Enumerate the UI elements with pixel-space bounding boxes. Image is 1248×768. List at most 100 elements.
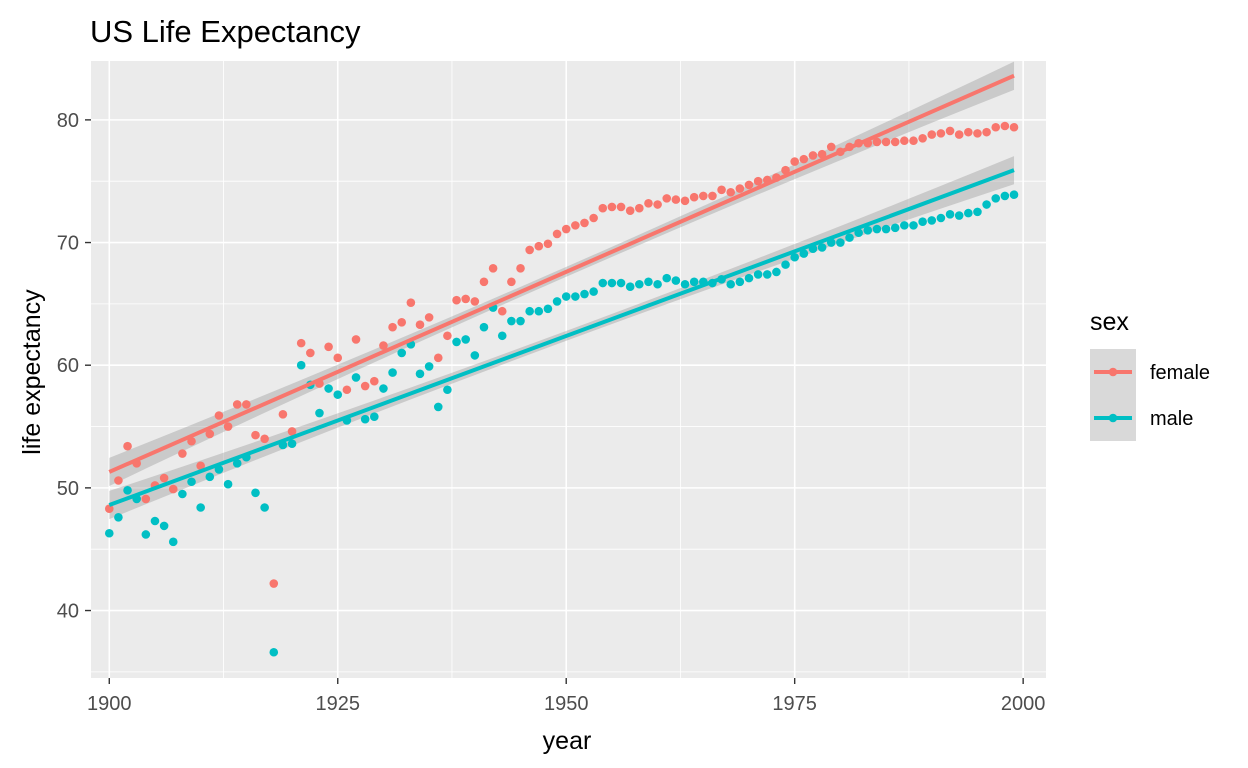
point-female: [287, 427, 297, 436]
point-female: [635, 203, 644, 213]
point-male: [433, 402, 443, 412]
point-male: [571, 292, 580, 301]
point-female: [306, 348, 315, 358]
point-female: [726, 187, 736, 197]
point-female: [973, 129, 982, 138]
y-tick-label: 50: [57, 478, 79, 500]
point-male: [781, 260, 790, 269]
x-axis-title: year: [543, 727, 592, 755]
point-male: [232, 459, 242, 468]
point-female: [251, 430, 260, 440]
point-male: [260, 503, 269, 512]
point-male: [196, 503, 205, 512]
y-tick-label: 60: [57, 355, 79, 377]
point-male: [443, 385, 452, 395]
point-female: [324, 342, 333, 352]
y-axis: 40 50 60 70 80: [57, 110, 91, 623]
point-male: [607, 278, 617, 288]
x-tick-label: 1900: [87, 693, 132, 715]
point-female: [443, 331, 452, 341]
point-male: [123, 486, 132, 495]
legend-label-male: male: [1150, 408, 1193, 430]
point-female: [744, 180, 754, 190]
point-female: [141, 494, 151, 504]
point-female: [1000, 121, 1010, 131]
point-male: [351, 373, 361, 382]
point-male: [689, 277, 699, 287]
point-male: [141, 530, 151, 539]
point-female: [909, 136, 918, 146]
panel-background: [91, 61, 1046, 678]
point-female: [689, 192, 699, 202]
point-female: [717, 185, 726, 195]
point-male: [296, 360, 306, 370]
point-male: [890, 223, 900, 233]
legend-point-female: [1108, 367, 1118, 377]
point-female: [662, 194, 672, 203]
point-female: [351, 335, 361, 344]
point-male: [616, 278, 626, 288]
point-female: [945, 126, 955, 136]
point-male: [881, 224, 891, 234]
x-tick-label: 1925: [315, 693, 360, 715]
point-male: [379, 384, 388, 393]
x-tick-label: 1950: [544, 693, 589, 715]
point-female: [900, 136, 909, 146]
x-tick-label: 1975: [772, 693, 817, 715]
point-female: [260, 434, 269, 444]
point-male: [635, 279, 644, 289]
point-female: [525, 245, 534, 255]
point-female: [424, 313, 434, 322]
point-male: [187, 477, 196, 487]
point-male: [397, 348, 407, 358]
point-male: [461, 335, 470, 344]
point-male: [973, 207, 982, 217]
point-male: [799, 249, 809, 258]
point-female: [406, 298, 416, 307]
x-tick-label: 2000: [1001, 693, 1046, 715]
point-female: [735, 184, 745, 193]
point-female: [187, 436, 196, 446]
point-male: [945, 210, 955, 219]
point-female: [379, 341, 388, 350]
point-male: [954, 211, 964, 220]
point-male: [817, 243, 827, 252]
point-male: [470, 351, 480, 360]
point-male: [114, 513, 123, 522]
point-male: [735, 277, 745, 287]
point-female: [205, 429, 215, 439]
point-male: [991, 194, 1001, 203]
point-female: [433, 353, 443, 363]
point-male: [543, 304, 553, 314]
point-male: [287, 439, 297, 449]
point-male: [360, 414, 370, 424]
point-male: [644, 277, 653, 287]
point-female: [936, 129, 946, 138]
point-female: [516, 264, 525, 273]
point-female: [543, 239, 553, 249]
point-female: [790, 157, 799, 166]
point-female: [114, 476, 123, 485]
point-male: [772, 267, 781, 277]
point-female: [296, 338, 306, 348]
point-female: [488, 264, 498, 273]
point-male: [452, 337, 461, 347]
point-female: [397, 317, 407, 327]
point-female: [470, 297, 480, 306]
point-male: [589, 287, 598, 296]
point-female: [872, 137, 882, 147]
point-female: [269, 579, 279, 588]
point-male: [269, 647, 279, 657]
point-male: [534, 306, 544, 316]
point-female: [954, 130, 964, 139]
point-male: [516, 316, 525, 326]
point-female: [680, 196, 690, 206]
point-female: [342, 385, 352, 395]
legend-title: sex: [1090, 308, 1129, 336]
point-male: [415, 369, 425, 379]
point-male: [424, 362, 434, 371]
point-male: [370, 412, 379, 422]
point-male: [936, 213, 946, 223]
point-male: [964, 208, 973, 218]
